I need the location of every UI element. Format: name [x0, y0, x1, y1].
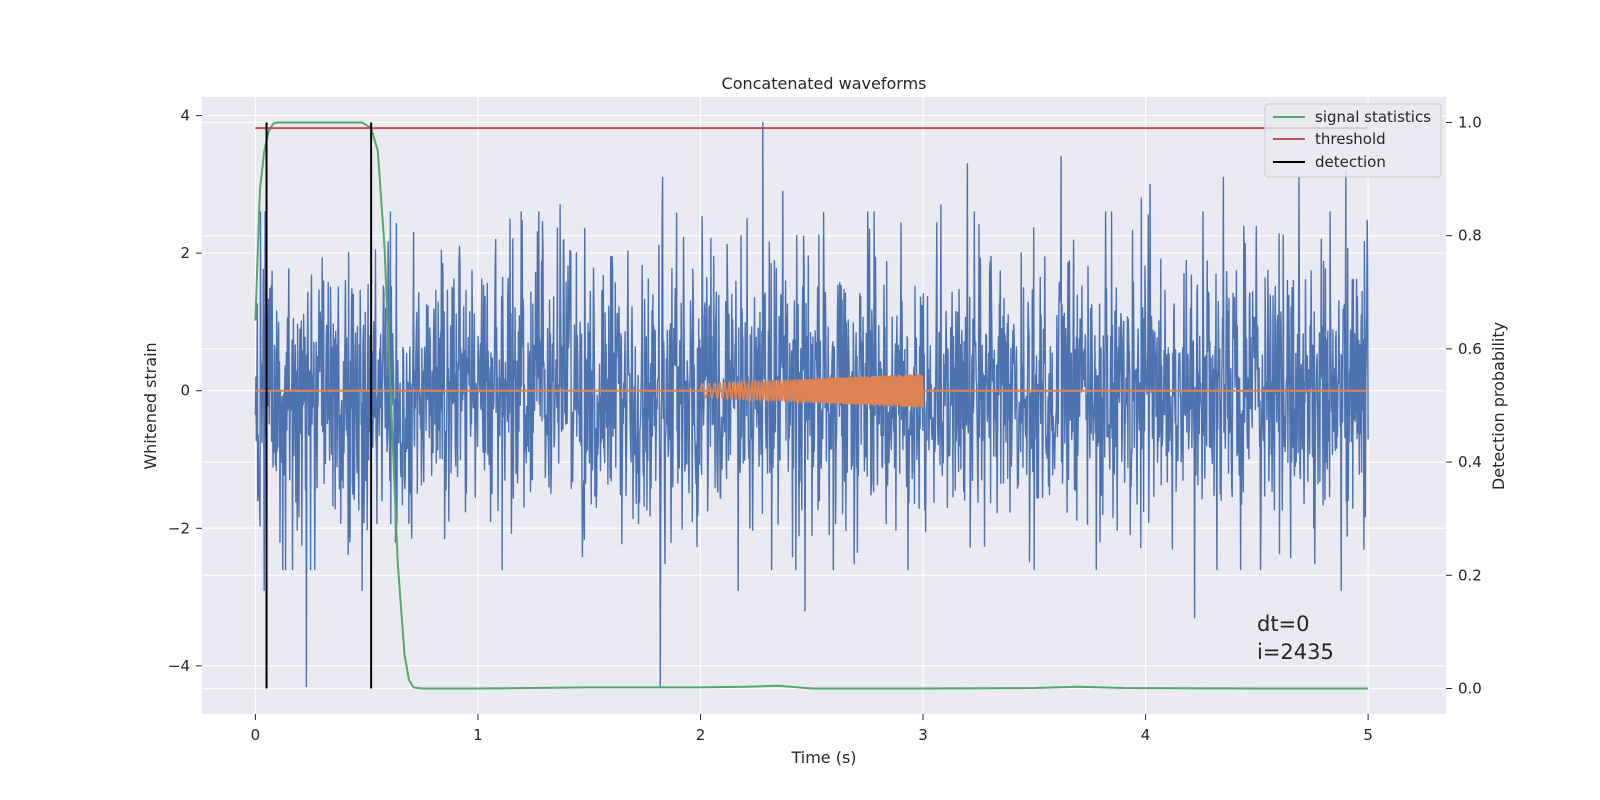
annotation-dt: dt=0 — [1257, 612, 1310, 636]
x-tick-label-2: 2 — [696, 726, 706, 744]
y-tick-label-left-4: 4 — [180, 107, 190, 125]
y-tick-label-left-2: 0 — [180, 382, 190, 400]
x-ticks: 0 1 2 3 4 5 — [251, 714, 1373, 744]
x-tick-label-0: 0 — [251, 726, 261, 744]
y-tick-label-right-3: 0.6 — [1458, 340, 1482, 358]
legend-label-detection: detection — [1315, 153, 1386, 171]
y-axis-label-right: Detection probability — [1489, 322, 1508, 490]
signal-chirp-line — [699, 373, 924, 408]
y-tick-label-left-3: 2 — [180, 244, 190, 262]
y-tick-label-left-1: −2 — [168, 519, 190, 537]
y-tick-label-right-5: 1.0 — [1458, 113, 1482, 131]
x-tick-label-5: 5 — [1363, 726, 1373, 744]
x-tick-label-4: 4 — [1141, 726, 1151, 744]
annotation-index: i=2435 — [1257, 640, 1334, 664]
chart-title: Concatenated waveforms — [722, 74, 927, 93]
legend-label-threshold: threshold — [1315, 130, 1386, 148]
signal-layer — [255, 373, 1369, 408]
noise-series-line — [254, 121, 1369, 688]
x-tick-label-3: 3 — [918, 726, 928, 744]
signal-statistics-layer — [254, 121, 1369, 690]
y-tick-label-left-0: −4 — [168, 657, 190, 675]
detection-layer — [265, 122, 373, 689]
x-axis-label: Time (s) — [790, 748, 856, 767]
y-tick-label-right-1: 0.2 — [1458, 566, 1482, 584]
legend: signal statistics threshold detection — [1264, 103, 1442, 178]
y-tick-label-right-0: 0.0 — [1458, 680, 1482, 698]
legend-box — [1264, 103, 1442, 178]
y-ticks-right: 0.0 0.2 0.4 0.6 0.8 1.0 — [1446, 113, 1482, 698]
series-line-signal-statistics — [254, 121, 1369, 690]
noise-layer — [254, 121, 1369, 688]
legend-label-signal-statistics: signal statistics — [1315, 108, 1431, 126]
y-ticks-left: −4 −2 0 2 4 — [168, 107, 202, 675]
y-tick-label-right-2: 0.4 — [1458, 453, 1482, 471]
y-axis-label-left: Whitened strain — [141, 342, 160, 469]
x-tick-label-1: 1 — [473, 726, 483, 744]
y-tick-label-right-4: 0.8 — [1458, 227, 1482, 245]
